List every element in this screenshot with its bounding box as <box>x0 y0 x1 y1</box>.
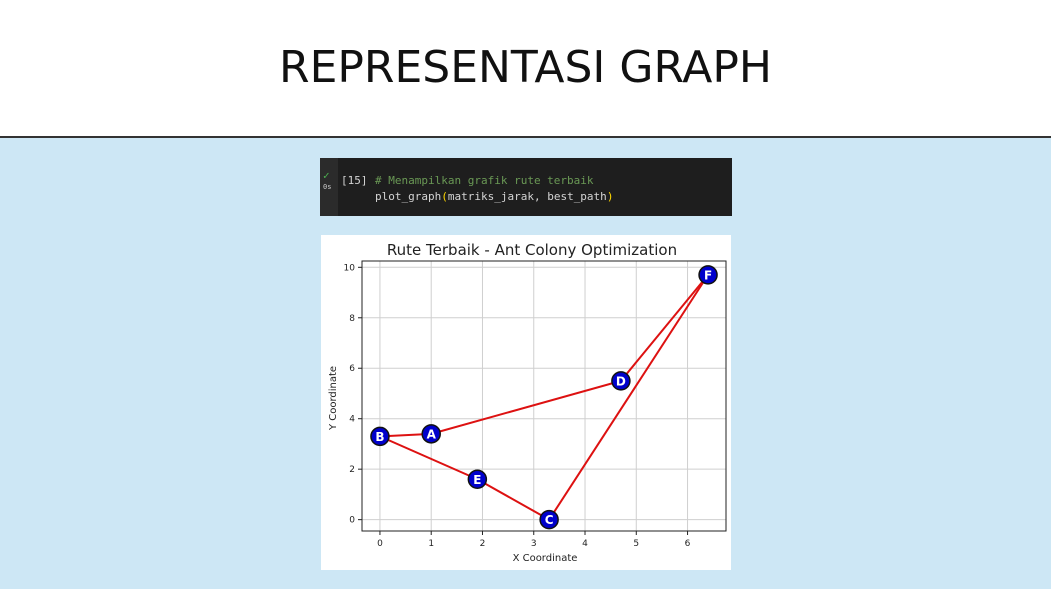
y-tick-label: 10 <box>344 263 356 273</box>
node-marker <box>467 469 488 490</box>
open-paren: ( <box>441 190 448 203</box>
route-edge-b-e <box>379 435 478 481</box>
x-axis-label: X Coordinate <box>513 553 578 564</box>
node-label: E <box>473 473 481 487</box>
route-edge-e-c <box>476 478 550 521</box>
node-marker <box>421 424 441 444</box>
node-label: B <box>375 430 384 444</box>
checkmark-icon[interactable]: ✓ <box>323 169 330 182</box>
node-label: D <box>616 374 626 388</box>
code-function-name: plot_graph <box>375 190 442 203</box>
notebook-code-cell[interactable]: ✓ 0s [15] # Menampilkan grafik rute terb… <box>320 158 732 216</box>
grid-layer <box>362 261 726 531</box>
code-arguments: matriks_jarak, best_path <box>447 190 607 203</box>
x-tick-label: 1 <box>428 539 434 549</box>
cell-gutter: ✓ 0s <box>320 158 338 216</box>
slide-title: REPRESENTASI GRAPH <box>279 42 772 93</box>
node-marker <box>611 371 631 391</box>
node-marker <box>698 265 718 285</box>
node-label: C <box>545 513 554 527</box>
node-c: C <box>539 509 559 530</box>
route-chart: Rute Terbaik - Ant Colony Optimization X… <box>328 241 727 564</box>
run-time-label: 0s <box>323 183 332 191</box>
y-tick-label: 0 <box>349 516 355 526</box>
route-edges <box>379 274 709 521</box>
x-tick-label: 0 <box>377 539 383 549</box>
x-tick-label: 5 <box>633 539 639 549</box>
route-nodes: A B C D E F <box>370 265 718 530</box>
chart-title: Rute Terbaik - Ant Colony Optimization <box>387 241 677 259</box>
execution-count: [15] <box>341 174 368 187</box>
y-tick-label: 8 <box>349 314 355 324</box>
node-d: D <box>611 371 631 391</box>
code-comment-line: # Menampilkan grafik rute terbaik <box>375 174 594 187</box>
node-label: F <box>704 268 712 282</box>
y-tick-label: 4 <box>349 415 355 425</box>
x-tick-label: 4 <box>582 539 588 549</box>
node-a: A <box>421 424 441 444</box>
y-tick-label: 2 <box>349 465 355 475</box>
x-tick-label: 6 <box>685 539 691 549</box>
node-label: A <box>427 427 437 441</box>
x-tick-label: 2 <box>480 539 486 549</box>
tick-layer: 0 1 2 3 4 5 6 0 2 4 6 8 10 <box>344 263 691 549</box>
close-paren: ) <box>606 190 614 203</box>
code-call-line: plot_graph(matriks_jarak, best_path) <box>375 190 613 204</box>
y-axis-label: Y Coordinate <box>328 366 339 431</box>
plot-frame <box>361 260 727 532</box>
node-b: B <box>370 426 390 447</box>
node-f: F <box>698 265 718 285</box>
title-divider <box>0 136 1051 138</box>
node-marker <box>370 426 390 447</box>
x-tick-label: 3 <box>531 539 537 549</box>
node-marker <box>539 509 559 530</box>
plot-output: Rute Terbaik - Ant Colony Optimization X… <box>321 235 731 570</box>
y-tick-label: 6 <box>349 364 355 374</box>
node-e: E <box>467 469 488 490</box>
route-edge-d-a <box>430 379 622 435</box>
route-edge-c-f <box>548 274 709 521</box>
route-edge-f-d <box>620 274 709 382</box>
